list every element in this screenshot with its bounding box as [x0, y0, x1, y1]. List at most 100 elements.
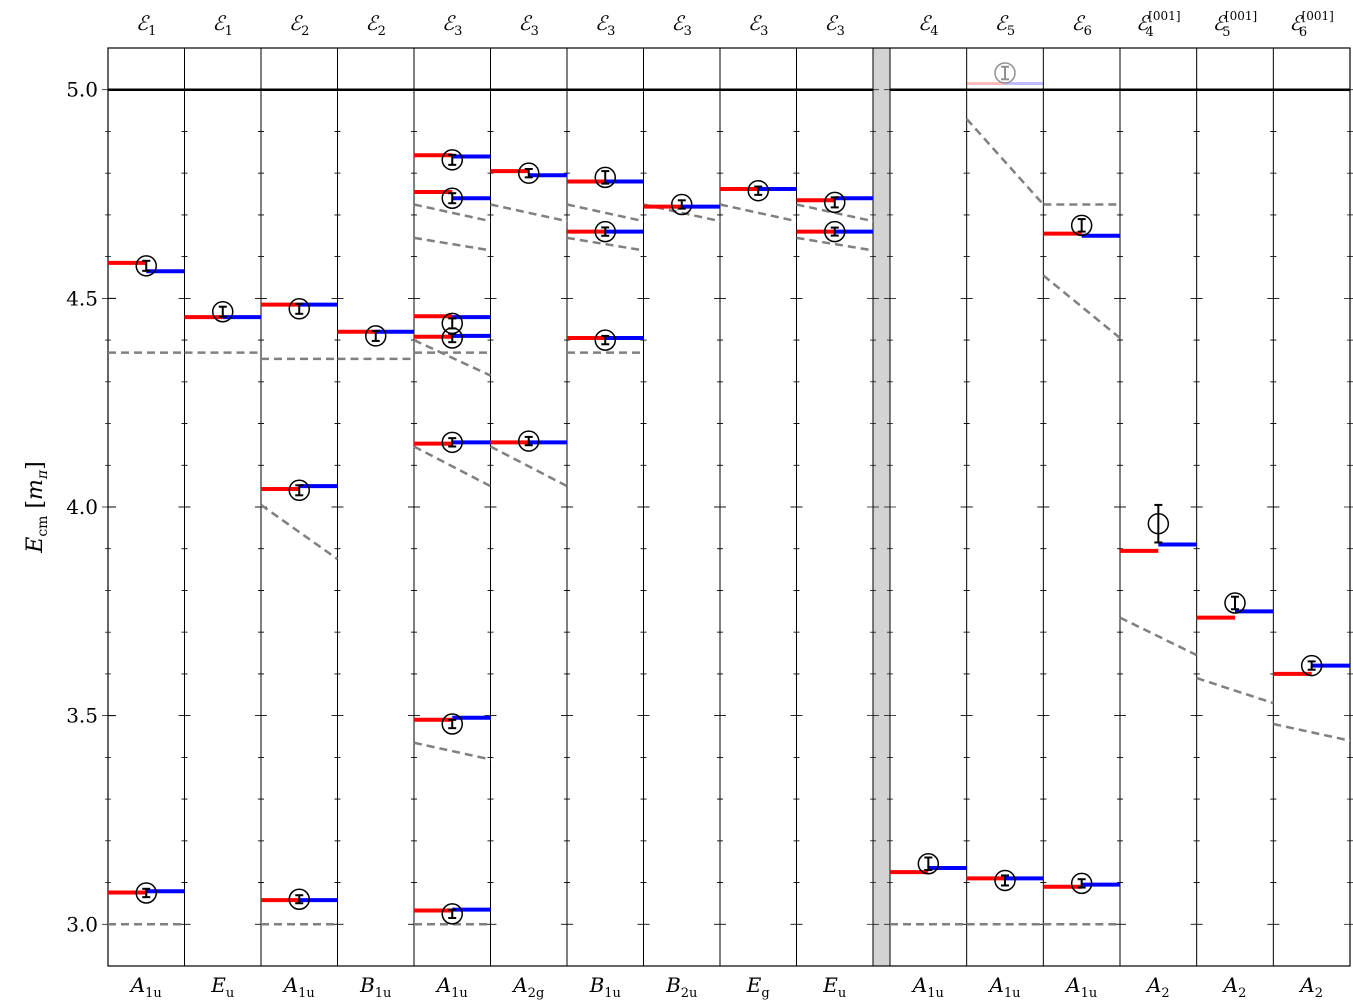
data-point: [441, 713, 463, 735]
point-marker: [441, 187, 463, 209]
column-top-label: ℰ2: [289, 11, 309, 39]
column-top-label: ℰ[001] 6: [1289, 9, 1333, 40]
point-marker: [594, 329, 616, 351]
data-point: [288, 888, 310, 910]
noninteracting-level: [490, 203, 568, 223]
column-top-label: ℰ4: [918, 11, 938, 39]
irrep-label: A1u: [1064, 973, 1097, 1001]
data-point: [994, 869, 1016, 892]
irrep-label: A1u: [282, 973, 315, 1001]
data-point: [824, 220, 846, 243]
irrep-label: A2g: [511, 973, 544, 1001]
point-marker: [518, 430, 540, 452]
column-top-label: ℰ3: [748, 11, 768, 39]
data-point: [135, 255, 157, 277]
point-marker: [671, 193, 693, 216]
data-point: [288, 298, 310, 320]
data-point: [441, 903, 463, 925]
column-top-label: ℰ3: [519, 11, 539, 39]
point-marker: [288, 479, 310, 502]
data-point: [1070, 214, 1093, 237]
point-marker: [441, 431, 463, 454]
irrep-label: A1u: [911, 973, 944, 1001]
point-marker: [288, 298, 310, 320]
irrep-label: A2: [1298, 973, 1323, 1001]
point-marker: [594, 166, 616, 189]
column-top-label: ℰ[001] 4: [1136, 9, 1180, 40]
data-point: [1224, 592, 1246, 614]
irrep-label: Eg: [746, 973, 770, 1001]
noninteracting-level: [566, 203, 644, 223]
data-point: [1300, 654, 1323, 677]
dashed-levels-layer: [108, 118, 1351, 926]
data-point: [594, 220, 616, 243]
point-marker: [994, 869, 1016, 892]
y-tick-label: 4.0: [66, 495, 98, 519]
point-marker: [824, 220, 846, 243]
noninteracting-level: [260, 503, 339, 561]
data-point: [518, 430, 540, 452]
column-top-label: ℰ[001] 5: [1213, 9, 1257, 40]
data-points-layer: [135, 62, 1323, 925]
irrep-label: B1u: [359, 973, 391, 1001]
data-point: [212, 300, 234, 323]
grid-layer: [102, 47, 1353, 967]
column-top-label: ℰ3: [442, 11, 462, 39]
point-marker: [441, 903, 463, 925]
column-top-label: ℰ3: [825, 11, 845, 39]
data-point: [1147, 503, 1170, 544]
data-point: [671, 193, 693, 216]
point-marker: [441, 312, 463, 335]
irrep-label: B1u: [589, 973, 621, 1001]
data-point: [365, 325, 387, 347]
point-marker: [441, 149, 463, 171]
irrep-label: A1u: [987, 973, 1020, 1001]
noninteracting-level: [413, 445, 492, 488]
point-marker: [1070, 214, 1093, 237]
noninteracting-level: [1273, 722, 1351, 742]
column-top-label: ℰ2: [366, 11, 386, 39]
noninteracting-level: [719, 203, 797, 223]
noninteracting-level: [489, 445, 568, 488]
noninteracting-level: [796, 236, 874, 252]
data-point: [917, 853, 940, 875]
point-marker: [994, 62, 1016, 84]
data-point: [441, 431, 463, 454]
noninteracting-level: [413, 338, 492, 377]
data-point: [441, 149, 463, 171]
noninteracting-level: [965, 118, 1045, 206]
point-marker: [747, 179, 769, 202]
data-point: [594, 166, 616, 189]
noninteracting-level: [1119, 616, 1198, 657]
labels-layer: 3.0 3.5 4.0 4.5 5.0 Ecm [mπ] ℰ1 A1u ℰ1 Eu ℰ2 A1u ℰ2 B…: [23, 9, 1334, 1001]
data-point: [288, 479, 310, 502]
point-marker: [135, 882, 157, 904]
irrep-label: A1u: [435, 973, 468, 1001]
noninteracting-level: [413, 236, 491, 252]
irrep-label: B2u: [665, 973, 697, 1001]
noninteracting-level: [413, 203, 491, 223]
column-top-label: ℰ1: [213, 11, 233, 39]
y-tick-label: 5.0: [66, 78, 98, 102]
column-top-label: ℰ5: [995, 11, 1015, 39]
point-marker: [365, 325, 387, 347]
point-marker: [212, 300, 234, 323]
point-marker: [1070, 872, 1093, 895]
irrep-label: Eu: [210, 973, 234, 1001]
y-tick-label: 4.5: [66, 286, 98, 310]
irrep-label: A2: [1222, 973, 1247, 1001]
column-top-label: ℰ1: [136, 11, 156, 39]
irrep-label: A1u: [129, 973, 162, 1001]
point-marker: [917, 853, 940, 875]
point-marker: [135, 255, 157, 277]
data-point: [441, 312, 463, 335]
data-point: [1070, 872, 1093, 895]
column-top-label: ℰ3: [595, 11, 615, 39]
data-point: [824, 191, 846, 214]
point-marker: [824, 191, 846, 214]
column-top-label: ℰ3: [672, 11, 692, 39]
data-point: [747, 179, 769, 202]
data-point: [135, 882, 157, 904]
plot-frame: [107, 47, 1351, 967]
